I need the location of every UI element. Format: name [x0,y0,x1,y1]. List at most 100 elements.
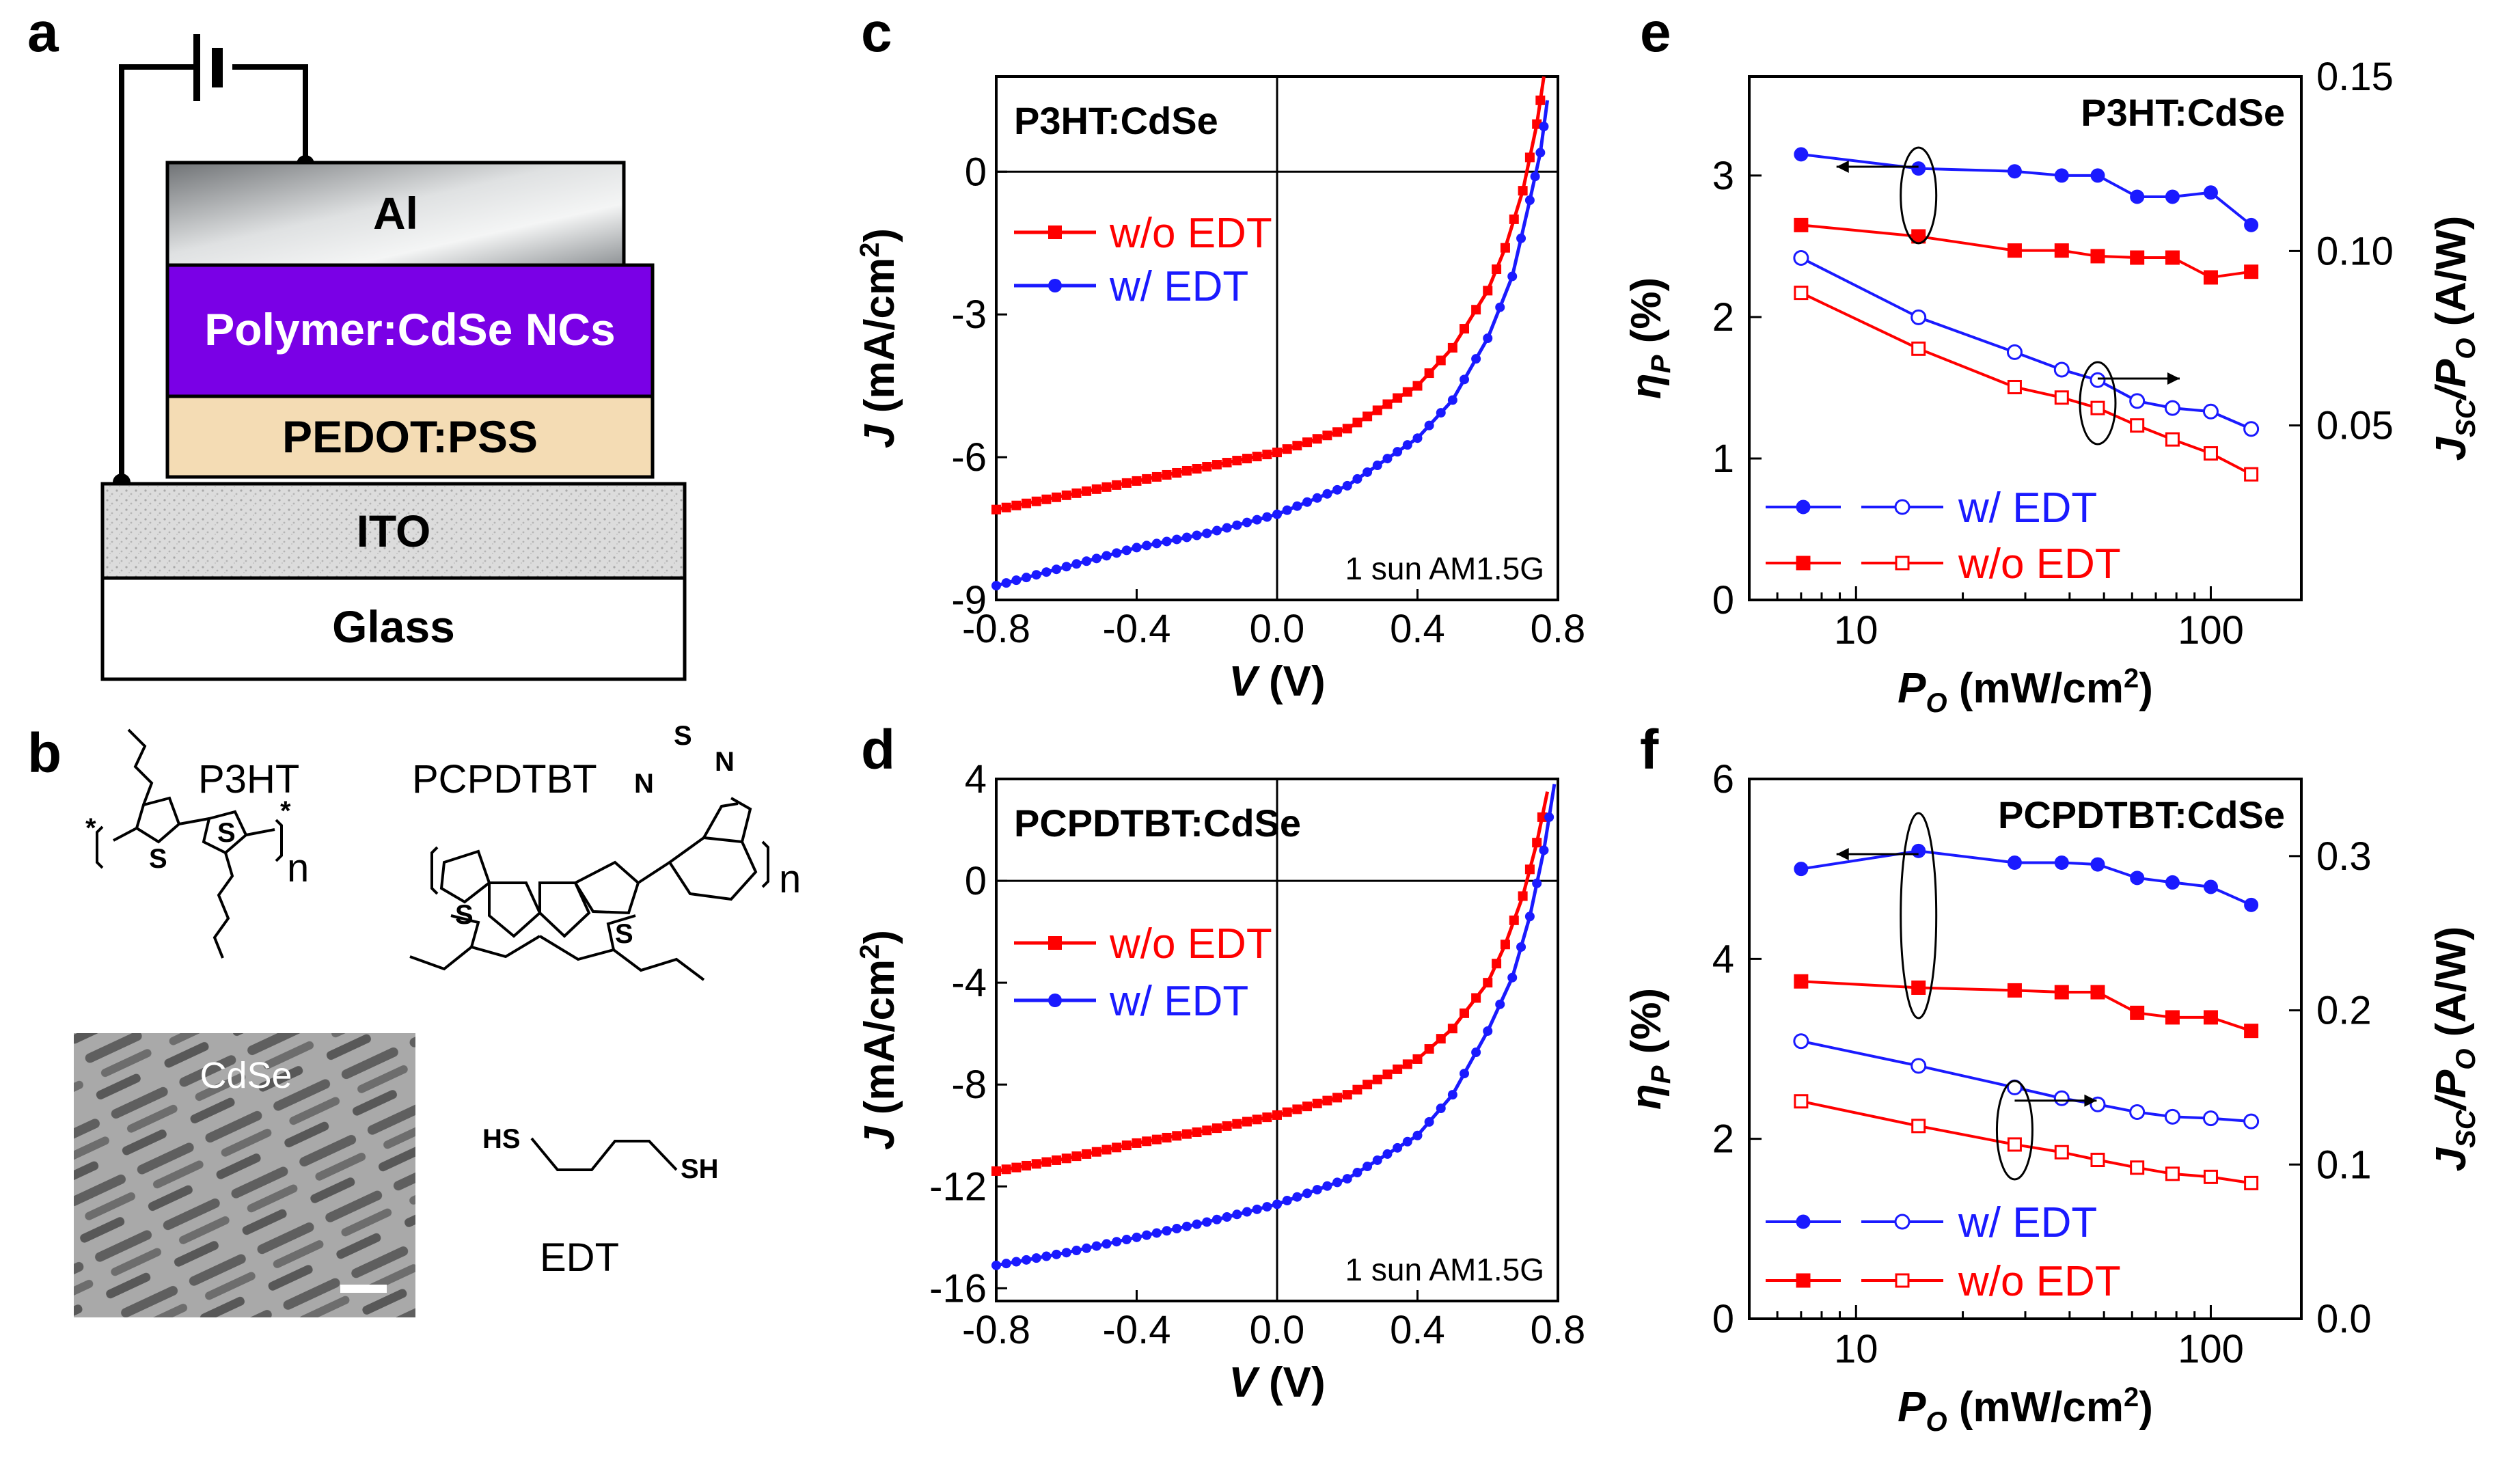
y-tick-label: 2 [1712,295,1734,340]
panel-label-e: e [1640,1,1671,64]
data-point [1262,450,1272,460]
data-point [1516,233,1526,243]
panel-e: e 10 100 0 1 2 3 0.05 0.10 0.15 P3HT:CdSe PO (mW/c… [1623,1,2481,718]
data-point [1211,525,1222,536]
data-point [1495,999,1505,1009]
data-point [2054,168,2069,183]
data-point [1071,488,1082,498]
data-point [1242,1207,1252,1217]
data-point [1041,1251,1052,1261]
x-axis-label: PO (mW/cm2) [1898,1382,2153,1437]
x-tick-label: 100 [2178,1327,2244,1371]
series-line [996,100,1550,588]
data-point [1322,489,1332,499]
data-point [1794,147,1809,162]
x-tick-label: 10 [1834,608,1878,653]
pcpdtbt-structure [409,797,769,981]
data-point [2202,403,2219,420]
data-point [1232,1119,1242,1129]
y-tick-label: 0 [1712,1297,1734,1341]
y-tick-label: 0 [965,150,987,194]
data-point [1022,498,1032,508]
pcpdtbt-n2: N [715,747,735,777]
legend-marker [1894,499,1910,515]
data-point [1402,440,1412,450]
data-point [1082,556,1092,566]
data-point [1112,1142,1122,1153]
data-point [1352,474,1362,484]
legend-label: w/ EDT [1109,263,1248,310]
edt-structure: HS SH EDT [482,1124,719,1280]
data-point [2090,1153,2105,1168]
data-point [1142,474,1152,484]
data-point [1292,1192,1302,1202]
data-point [1202,1125,1212,1136]
x-tick-label: 10 [1834,1327,1878,1371]
data-point [1272,1110,1282,1120]
data-point [2007,855,2022,870]
data-point [1471,993,1481,1003]
data-point [1910,309,1927,325]
legend-marker [1796,1273,1811,1288]
y-axis-label: J (mA/cm2) [855,930,903,1150]
data-point [2054,855,2069,870]
data-point [1794,286,1809,301]
data-point [1282,505,1292,515]
battery-circuit [119,34,308,482]
p3ht-structure [96,728,283,959]
x-tick-label: 0.0 [1250,1308,1305,1352]
data-point [1011,1257,1022,1267]
data-point [2129,393,2146,409]
data-point [2130,1005,2145,1020]
data-point [1001,1164,1011,1175]
data-point [1382,1069,1393,1080]
data-point [1412,381,1423,391]
x-axis-label: V (V) [1229,1359,1325,1406]
data-point [1232,520,1242,530]
data-point [1052,564,1062,575]
data-point [1001,1259,1011,1269]
data-point [1121,1140,1132,1151]
data-point [1518,186,1528,196]
data-point [1022,573,1032,583]
data-point [1518,891,1528,901]
data-point [1132,1232,1142,1242]
data-point [1471,305,1481,315]
data-point [1910,1058,1927,1074]
data-point [1101,551,1112,561]
y-tick-label: -4 [951,961,987,1005]
data-point [1252,515,1262,525]
y-tick-label: 1 [1712,437,1734,481]
data-point [2203,270,2218,285]
data-point [1061,1248,1071,1258]
data-point [1460,1069,1469,1079]
data-point [1022,1255,1032,1265]
p3ht-label: P3HT [198,757,299,802]
data-point [2203,1169,2218,1184]
data-point [2054,243,2069,258]
data-point [1539,845,1549,855]
tem-image: CdSe [74,1033,415,1317]
y2-tick-label: 0.0 [2316,1297,2372,1341]
group-ellipse [1995,1080,2033,1181]
y2-tick-label: 0.1 [2316,1142,2372,1187]
data-point [1460,374,1469,385]
panel-b: b P3HT S S * * n PCPDTBT [27,721,801,1317]
layer-active [165,263,655,398]
data-point [1382,454,1393,464]
data-point [1041,494,1052,504]
y-tick-label: -8 [951,1063,987,1107]
data-point [1483,333,1493,343]
data-point [1011,1162,1022,1173]
data-point [2129,1104,2146,1121]
data-point [2130,189,2145,204]
x-tick-label: -0.8 [962,1308,1030,1352]
data-point [1031,496,1041,506]
data-point [1342,1090,1352,1100]
data-point [1091,1147,1101,1157]
legend-label: w/o EDT [1958,1258,2121,1305]
data-point [1001,502,1011,512]
data-point [1162,536,1172,547]
data-point [1211,460,1222,470]
data-point [1112,548,1122,558]
